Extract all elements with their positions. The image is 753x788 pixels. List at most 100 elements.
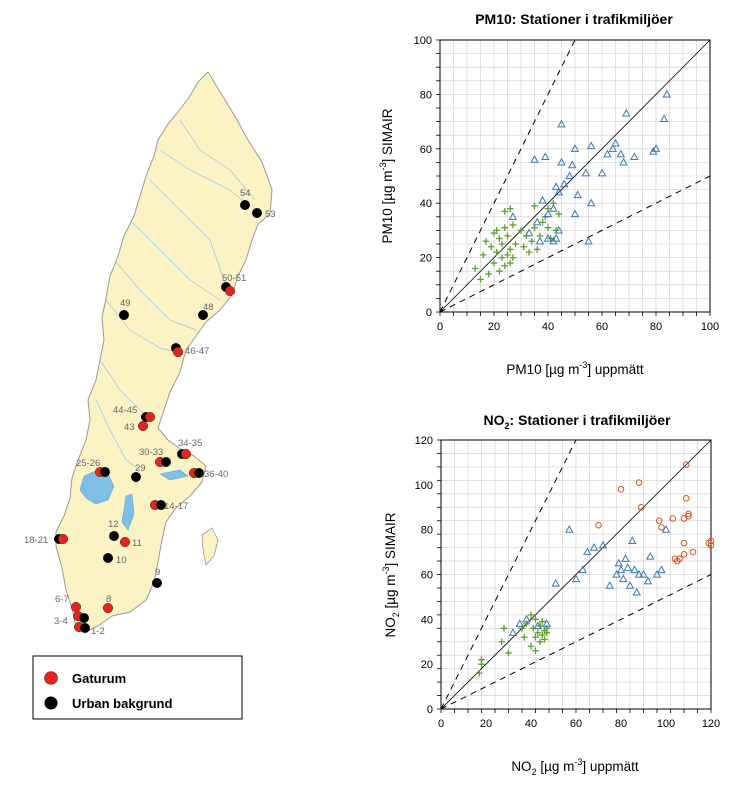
map-legend: Gaturum Urban bakgrund [32, 655, 243, 720]
data-point-circle [617, 486, 625, 493]
data-point-triangle [621, 554, 630, 562]
data-point-plus [506, 259, 514, 267]
data-point-plus [531, 202, 538, 210]
data-point-circle [705, 539, 713, 547]
y-tick-label: 60 [420, 144, 432, 156]
data-point-circle [680, 539, 688, 547]
x-tick-label: 80 [650, 321, 662, 333]
data-point-triangle [515, 619, 524, 627]
station-label: 11 [132, 538, 142, 549]
station-marker-street [102, 602, 114, 614]
data-point-plus [517, 227, 525, 234]
legend-box [32, 655, 243, 720]
data-point-plus [520, 633, 528, 641]
station-marker-urban [239, 199, 251, 211]
data-point-triangle [535, 236, 545, 245]
data-point-plus [532, 633, 539, 641]
station-label: 29 [135, 463, 146, 474]
station-label: 48 [203, 302, 214, 313]
station-marker-urban [78, 612, 90, 624]
data-point-triangle [623, 563, 632, 571]
data-point-circle [685, 512, 692, 520]
data-point-circle [673, 557, 681, 565]
data-point-plus [544, 224, 552, 231]
y-tick-label: 100 [415, 480, 433, 492]
data-point-plus [504, 251, 511, 259]
data-point-triangle [608, 144, 618, 152]
data-points [475, 461, 715, 677]
data-point-triangle [597, 168, 607, 177]
chart-title: PM10: Stationer i trafikmiljöer [475, 11, 673, 27]
data-point-plus [498, 240, 506, 248]
data-point-triangle [551, 233, 561, 242]
station-marker-urban [118, 309, 130, 321]
data-point-triangle [630, 152, 639, 161]
station-label: 14-17 [164, 501, 188, 512]
data-point-triangle [530, 155, 539, 163]
data-point-plus [525, 248, 533, 256]
y-tick-label: 20 [421, 659, 433, 671]
data-point-plus [501, 224, 509, 231]
data-point-plus [539, 218, 546, 226]
data-point-triangle [657, 565, 666, 574]
data-point-triangle [589, 542, 599, 551]
reference-lines [439, 39, 711, 313]
data-point-plus [509, 221, 517, 229]
y-tick-label: 20 [420, 253, 432, 265]
data-point-plus [527, 611, 535, 619]
data-point-plus [479, 251, 487, 259]
x-tick-label: 20 [488, 321, 500, 333]
station-label: 12 [108, 519, 119, 530]
data-point-triangle [543, 209, 553, 218]
data-point-plus [541, 636, 548, 643]
station-marker-street [224, 285, 236, 297]
legend-label-street: Gaturum [72, 671, 126, 686]
station-marker-urban [160, 456, 172, 468]
data-point-triangle [612, 569, 621, 578]
y-tick-label: 120 [415, 435, 433, 447]
x-tick-label: 20 [480, 718, 492, 730]
data-point-plus [505, 649, 512, 657]
data-point-triangle [632, 587, 641, 596]
data-point-plus [555, 210, 563, 218]
data-point-circle [671, 555, 679, 563]
station-label: 30-33 [139, 447, 163, 458]
data-point-plus [528, 237, 536, 245]
data-point-triangle [508, 628, 518, 636]
x-tick-label: 80 [615, 718, 627, 730]
data-point-triangle [619, 574, 628, 583]
data-point-triangle [646, 551, 655, 560]
station-marker-urban [99, 466, 111, 478]
y-tick-label: 0 [426, 307, 432, 319]
data-point-triangle [570, 144, 580, 152]
x-axis-label: PM10 [µg m-3] uppmätt [506, 360, 644, 377]
x-tick-label: 120 [702, 718, 720, 730]
data-point-circle [689, 548, 697, 556]
data-point-triangle [551, 182, 561, 190]
plot-frame [440, 439, 712, 710]
legend-label-urban: Urban bakgrund [72, 696, 172, 711]
data-point-triangle [643, 576, 653, 585]
data-point-triangle [554, 225, 564, 234]
data-point-circle [685, 510, 692, 518]
data-point-triangle [549, 204, 558, 212]
station-label: 54 [240, 188, 251, 199]
y-tick-labels: 0 20 40 60 80 100 [414, 35, 432, 319]
y-tick-label: 100 [414, 35, 432, 47]
x-tick-label: 0 [438, 718, 444, 730]
lake-vattern [121, 493, 135, 531]
station-label: 49 [120, 298, 131, 309]
y-tick-label: 60 [421, 570, 433, 582]
station-label: 53 [265, 209, 276, 220]
data-point-triangle [554, 187, 564, 196]
station-marker-urban [251, 207, 263, 219]
data-point-plus [501, 262, 509, 270]
legend-marker-street [44, 671, 58, 685]
station-marker-urban [197, 309, 209, 321]
data-point-triangle [630, 565, 639, 574]
station-label: 50-51 [222, 273, 246, 284]
data-point-triangle [639, 569, 648, 578]
data-point-triangle [532, 217, 542, 226]
station-label: 10 [116, 555, 127, 566]
station-marker-street [180, 448, 192, 460]
